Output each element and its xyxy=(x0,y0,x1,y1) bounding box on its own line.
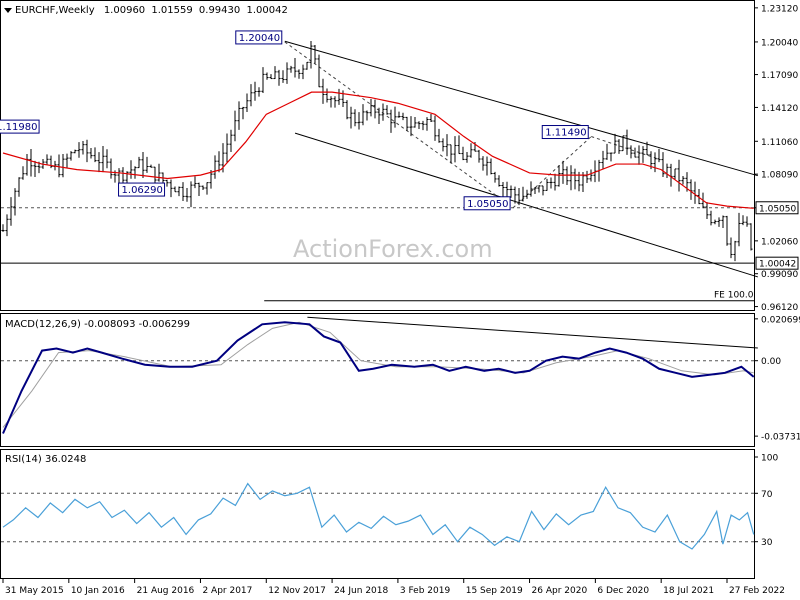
x-tick-label: 21 Aug 2016 xyxy=(137,586,195,596)
symbol-name: EURCHF xyxy=(15,5,56,16)
ohlc-high: 1.01559 xyxy=(151,5,192,16)
channel-upper-line xyxy=(284,40,758,177)
price-y-tick-label: 1.20040 xyxy=(761,38,798,48)
rsi-title: RSI(14) 36.0248 xyxy=(5,454,86,465)
x-tick-label: 31 May 2015 xyxy=(5,586,64,596)
swing-label: 1.05050 xyxy=(467,199,508,210)
price-y-tick-label: 1.02060 xyxy=(761,237,798,247)
x-tick-label: 24 Jun 2018 xyxy=(334,586,388,596)
moving-average-line xyxy=(2,91,754,209)
price-y-tick-label: 1.17090 xyxy=(761,71,798,81)
rsi-layer xyxy=(1,482,755,550)
x-tick-label: 6 Dec 2020 xyxy=(597,586,649,596)
swing-label-box xyxy=(541,125,589,140)
rsi-y-tick-label: 70 xyxy=(761,490,773,500)
x-tick-label: 18 Jul 2021 xyxy=(663,586,714,596)
rsi-y-tick-label: 30 xyxy=(761,538,773,548)
x-tick-label: 3 Feb 2019 xyxy=(400,586,451,596)
macd-y-tick-label: 0.00 xyxy=(761,357,781,367)
swing-label: 1.06290 xyxy=(122,185,163,196)
price-y-tick-label: 0.96120 xyxy=(761,303,798,313)
fe-projection-label: FE 100.0 xyxy=(714,291,754,301)
macd-title: MACD(12,26,9) -0.008093 -0.006299 xyxy=(5,319,190,330)
swing-label: 1.11980 xyxy=(0,122,37,133)
price-y-tick-label: 1.23120 xyxy=(761,4,798,14)
channel-lower-line xyxy=(294,132,759,278)
macd-trendline xyxy=(307,316,758,349)
macd-line xyxy=(2,321,755,434)
swing-label-box xyxy=(118,182,166,197)
rsi-y-tick-label: 100 xyxy=(761,454,778,464)
macd-y-tick-label: -0.037315 xyxy=(761,433,800,443)
rsi-panel-frame xyxy=(0,449,755,579)
swing-dashed-line xyxy=(284,41,514,209)
price-tag-box xyxy=(755,201,799,215)
price-y-tick-label: 1.14120 xyxy=(761,104,798,114)
swing-label-box xyxy=(0,119,40,134)
macd-panel-frame xyxy=(0,313,755,447)
macd-y-tick-label: 0.020699 xyxy=(761,315,800,325)
price-tag-label: 1.00042 xyxy=(759,260,796,270)
x-tick-label: 26 Apr 2020 xyxy=(532,586,588,596)
swing-label: 1.20040 xyxy=(239,33,280,44)
price-y-tick-label: 1.08090 xyxy=(761,171,798,181)
watermark: ActionForex.com xyxy=(293,235,493,263)
price-y-tick-label: 1.11060 xyxy=(761,138,798,148)
ohlc-close: 1.00042 xyxy=(246,5,287,16)
ohlc-open: 1.00960 xyxy=(104,5,145,16)
header-separator: , xyxy=(55,5,58,16)
svg-text:EURCHF,Weekly 1.00960: EURCHF,Weekly 1.00960 1.01559 0.99430 1.… xyxy=(15,5,288,16)
x-tick-label: 27 Feb 2022 xyxy=(729,586,785,596)
price-panel-frame xyxy=(0,0,755,311)
price-tag-box xyxy=(755,256,799,270)
macd-signal-line xyxy=(2,321,754,428)
labels-layer: 1.20040 1.11980 1.06290 1.05050 1.11490 1.050… xyxy=(0,30,799,270)
swing-label-box xyxy=(235,30,283,45)
symbol-header: EURCHF,Weekly 1.00960 1.01559 0.99430 1.… xyxy=(4,5,288,16)
price-tag-label: 1.05050 xyxy=(759,204,796,214)
x-tick-label: 15 Sep 2019 xyxy=(466,586,523,596)
price-y-tick-label: 0.99090 xyxy=(761,270,798,280)
timeframe-label: Weekly xyxy=(59,5,95,16)
rsi-line xyxy=(2,482,755,550)
swing-label-box xyxy=(463,196,511,211)
ohlc-low: 0.99430 xyxy=(199,5,240,16)
swing-label: 1.11490 xyxy=(545,128,586,139)
x-tick-label: 10 Jan 2016 xyxy=(71,586,125,596)
price-layer: FE 100.0 xyxy=(1,40,759,302)
x-tick-label: 2 Apr 2017 xyxy=(202,586,252,596)
chevron-down-icon xyxy=(4,8,12,13)
x-tick-label: 12 Nov 2017 xyxy=(268,586,326,596)
macd-layer xyxy=(1,316,758,434)
